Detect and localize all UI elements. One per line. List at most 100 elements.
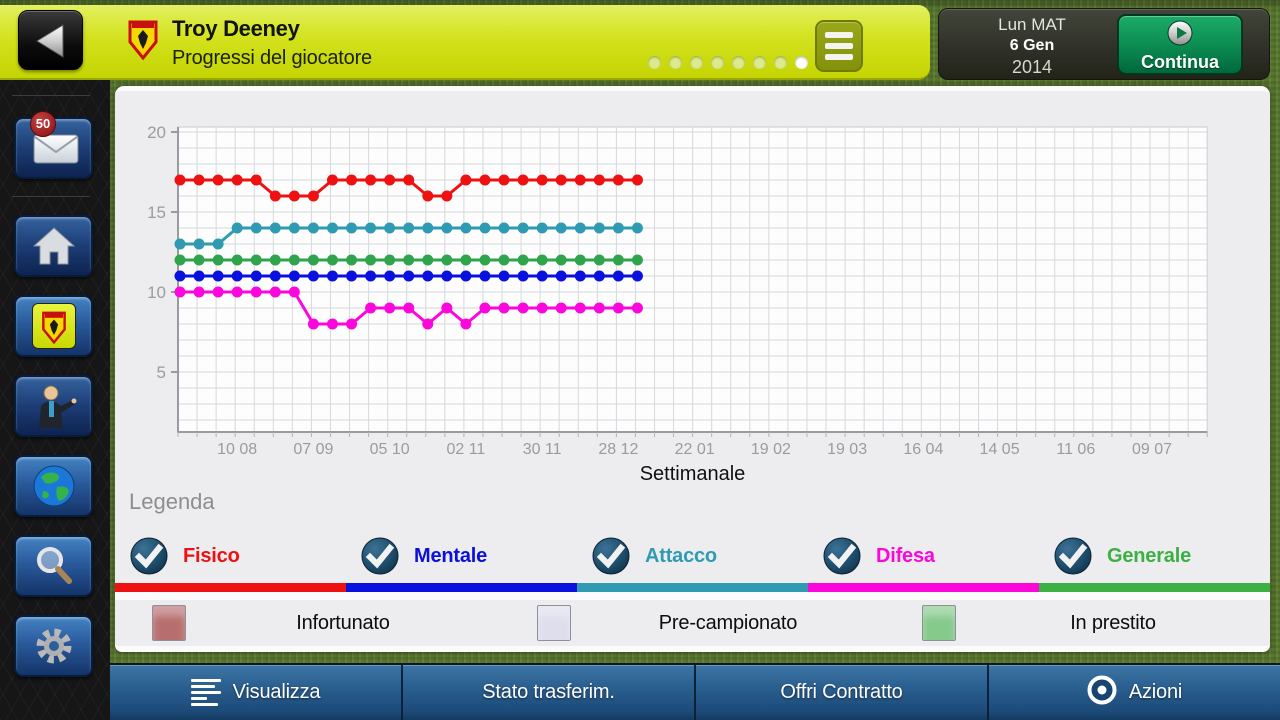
- actions-button[interactable]: Azioni: [989, 665, 1280, 720]
- legend-bar-difesa: [808, 583, 1039, 592]
- status-legend-item: Infortunato: [115, 600, 500, 646]
- check-icon: [823, 537, 861, 575]
- sidebar-item-settings[interactable]: [14, 615, 93, 677]
- hamburger-icon: [825, 32, 853, 38]
- menu-button[interactable]: [815, 20, 863, 72]
- check-icon: [361, 537, 399, 575]
- legend-title: Legenda: [129, 489, 215, 514]
- svg-text:10: 10: [147, 283, 166, 302]
- legend-item-difesa[interactable]: Difesa: [808, 535, 1039, 577]
- pagination-dot[interactable]: [753, 56, 766, 69]
- view-button[interactable]: Visualizza: [110, 665, 403, 720]
- status-legend-item: In prestito: [885, 600, 1270, 646]
- actions-label: Azioni: [1128, 681, 1183, 703]
- pagination-dot-active[interactable]: [795, 56, 808, 69]
- gear-icon: [36, 628, 71, 664]
- legend-item-generale[interactable]: Generale: [1039, 535, 1270, 577]
- offer-contract-button[interactable]: Offri Contratto: [696, 665, 989, 720]
- view-button-label: Visualizza: [232, 681, 321, 703]
- legend-item-fisico[interactable]: Fisico: [115, 535, 346, 577]
- transfer-status-button[interactable]: Stato trasferim.: [403, 665, 696, 720]
- divider: [115, 592, 1270, 600]
- status-legend-item: Pre-campionato: [500, 600, 885, 646]
- manager-icon: [38, 385, 76, 428]
- svg-text:16 04: 16 04: [903, 441, 943, 458]
- date-day: Lun MAT: [998, 15, 1066, 34]
- globe-icon: [33, 465, 74, 507]
- top-bar: Troy Deeney Progressi del giocatore: [0, 5, 930, 80]
- date-year: 2014: [1011, 57, 1053, 77]
- pagination-dots[interactable]: [648, 56, 829, 69]
- game-date: Lun MAT 6 Gen 2014: [957, 15, 1107, 78]
- bottom-action-bar: Visualizza Stato trasferim. Offri Contra…: [110, 663, 1280, 720]
- divider: [12, 95, 90, 96]
- pagination-dot[interactable]: [669, 56, 682, 69]
- svg-text:19 03: 19 03: [827, 441, 867, 458]
- page-title: Troy Deeney: [172, 16, 300, 41]
- legend-bar-fisico: [115, 583, 346, 592]
- sidebar-item-home[interactable]: [14, 215, 93, 277]
- pagination-dot[interactable]: [648, 56, 661, 69]
- page-subtitle: Progressi del giocatore: [172, 47, 372, 69]
- status-swatch: [152, 605, 186, 641]
- svg-text:10 08: 10 08: [217, 441, 257, 458]
- status-swatch: [537, 605, 571, 641]
- check-icon: [592, 537, 630, 575]
- check-icon: [1054, 537, 1092, 575]
- club-badge-icon: [128, 16, 158, 65]
- club-crest-icon: [31, 303, 76, 349]
- svg-text:5: 5: [157, 363, 166, 382]
- legend-bar-attacco: [577, 583, 808, 592]
- legend-item-mentale[interactable]: Mentale: [346, 535, 577, 577]
- svg-text:19 02: 19 02: [751, 441, 791, 458]
- svg-text:07 09: 07 09: [293, 441, 333, 458]
- back-arrow-icon: [36, 24, 64, 58]
- title-block: Troy Deeney Progressi del giocatore: [172, 16, 372, 70]
- legend-item-attacco[interactable]: Attacco: [577, 535, 808, 577]
- legend-color-bars: [115, 583, 1270, 592]
- legend-bar-generale: [1039, 583, 1270, 592]
- home-icon: [32, 227, 75, 265]
- sidebar-item-club[interactable]: [14, 295, 93, 357]
- legend-item-label: Mentale: [414, 544, 488, 567]
- svg-text:15: 15: [147, 203, 166, 222]
- legend-item-label: Generale: [1107, 544, 1192, 567]
- pagination-dot[interactable]: [711, 56, 724, 69]
- offer-contract-label: Offri Contratto: [780, 681, 903, 703]
- continue-label: Continua: [1141, 52, 1219, 72]
- target-icon: [1087, 675, 1117, 711]
- svg-text:05 10: 05 10: [370, 441, 410, 458]
- sidebar: 50: [0, 80, 110, 720]
- status-swatch: [922, 605, 956, 641]
- pagination-dot[interactable]: [732, 56, 745, 69]
- svg-text:11 06: 11 06: [1056, 441, 1095, 458]
- status-legend-row: Infortunato Pre-campionato In prestito: [115, 600, 1270, 646]
- sidebar-item-inbox[interactable]: 50: [14, 111, 93, 179]
- svg-text:30 11: 30 11: [523, 441, 562, 458]
- legend-item-label: Fisico: [183, 544, 240, 567]
- svg-text:09 07: 09 07: [1132, 441, 1172, 458]
- mail-icon: [33, 134, 78, 164]
- sidebar-item-search[interactable]: [14, 535, 93, 597]
- sidebar-item-world[interactable]: [14, 455, 93, 517]
- status-label: Infortunato: [296, 611, 390, 634]
- transfer-status-label: Stato trasferim.: [482, 681, 615, 703]
- play-icon: [1167, 20, 1193, 51]
- svg-text:22 01: 22 01: [675, 441, 715, 458]
- svg-text:14 05: 14 05: [980, 441, 1020, 458]
- pagination-dot[interactable]: [690, 56, 703, 69]
- svg-text:28 12: 28 12: [598, 441, 638, 458]
- pagination-dot[interactable]: [774, 56, 787, 69]
- list-icon: [190, 679, 221, 706]
- date-date: 6 Gen: [1009, 37, 1055, 54]
- legend-item-label: Difesa: [876, 544, 935, 567]
- legend-row: Fisico Mentale Attacco Difesa Generale: [115, 535, 1270, 577]
- divider: [12, 196, 90, 197]
- legend-item-label: Attacco: [645, 544, 717, 567]
- back-button[interactable]: [18, 10, 83, 70]
- sidebar-item-manager[interactable]: [14, 375, 93, 437]
- search-icon: [36, 547, 72, 584]
- continue-button[interactable]: Continua: [1117, 14, 1243, 75]
- svg-text:02 11: 02 11: [446, 441, 485, 458]
